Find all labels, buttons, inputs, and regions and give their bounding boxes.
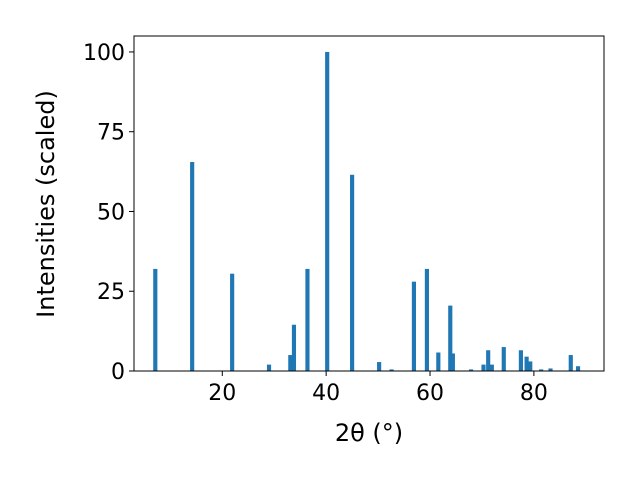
bar-6	[305, 268, 310, 371]
y-axis: 0 25 50 75 100	[83, 41, 134, 385]
bar-5	[291, 324, 297, 371]
bar-1	[190, 162, 195, 371]
bar-17	[481, 364, 486, 371]
bar-13	[436, 352, 441, 371]
bar-22	[524, 356, 529, 371]
x-axis-label: 2θ (°)	[335, 419, 403, 447]
bar-4	[288, 355, 293, 371]
bar-25	[548, 368, 553, 371]
bar-21	[518, 350, 523, 371]
bars	[153, 51, 581, 371]
bar-16	[468, 369, 474, 371]
y-tick-label-4: 100	[83, 41, 125, 66]
bar-26	[568, 355, 573, 371]
bar-15	[450, 353, 455, 371]
y-tick-label-1: 25	[97, 280, 125, 305]
bar-14	[448, 305, 453, 371]
bar-20	[501, 347, 506, 371]
bar-12	[424, 268, 429, 371]
bar-18	[486, 350, 491, 371]
bar-8	[350, 174, 355, 371]
bar-2	[230, 273, 235, 371]
bar-19	[489, 364, 494, 371]
bar-11	[411, 281, 416, 371]
x-tick-label-2: 60	[416, 381, 444, 406]
x-tick-label-0: 20	[208, 381, 236, 406]
plot-frame	[133, 35, 605, 372]
bar-7	[325, 51, 330, 371]
y-tick-label-3: 75	[97, 121, 125, 146]
bar-3	[266, 364, 272, 371]
bar-0	[153, 268, 158, 371]
y-axis-label: Intensities (scaled)	[32, 90, 60, 318]
bar-9	[377, 362, 382, 371]
bar-27	[575, 366, 581, 371]
x-tick-label-3: 80	[520, 381, 548, 406]
bar-24	[539, 369, 544, 371]
bar-23	[528, 361, 533, 371]
x-tick-label-1: 40	[312, 381, 340, 406]
bar-10	[389, 369, 394, 371]
y-tick-label-2: 50	[97, 200, 125, 225]
x-axis: 20 40 60 80	[208, 371, 548, 406]
y-tick-label-0: 0	[111, 360, 125, 385]
